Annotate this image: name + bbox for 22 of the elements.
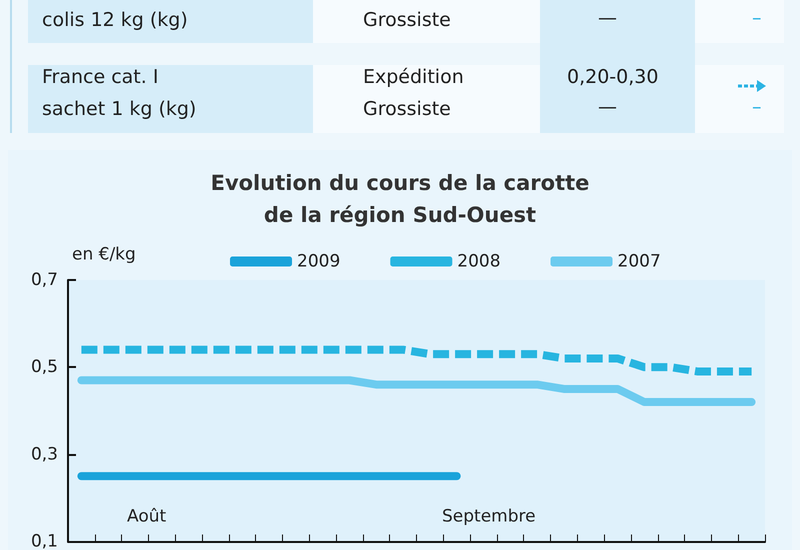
- text: –: [752, 96, 762, 118]
- text: —: [598, 7, 617, 29]
- y-tick-label: 0,7: [30, 270, 58, 290]
- y-tick-label: 0,1: [30, 532, 58, 550]
- text: Grossiste: [363, 98, 451, 120]
- text: 0,20-0,30: [567, 66, 658, 88]
- text: —: [598, 96, 617, 118]
- text: Grossiste: [363, 9, 451, 31]
- text: France cat. I: [42, 66, 158, 88]
- y-axis-title: en €/kg: [72, 244, 136, 264]
- annotation: Août: [127, 506, 167, 526]
- chart-title: Evolution du cours de la carotte de la région Sud-Ouest: [210, 171, 590, 227]
- y-tick-label: 0,5: [30, 357, 58, 378]
- legend-label: 2008: [457, 252, 501, 272]
- legend-label: 2007: [618, 252, 661, 272]
- y-tick-label: 0,3: [30, 444, 58, 464]
- text: Expédition: [363, 66, 464, 88]
- legend-label: 2009: [297, 252, 340, 272]
- text: sachet 1 kg (kg): [42, 98, 196, 120]
- annotation: Septembre: [442, 506, 536, 526]
- text: colis 12 kg (kg): [42, 9, 188, 31]
- text: –: [752, 7, 762, 29]
